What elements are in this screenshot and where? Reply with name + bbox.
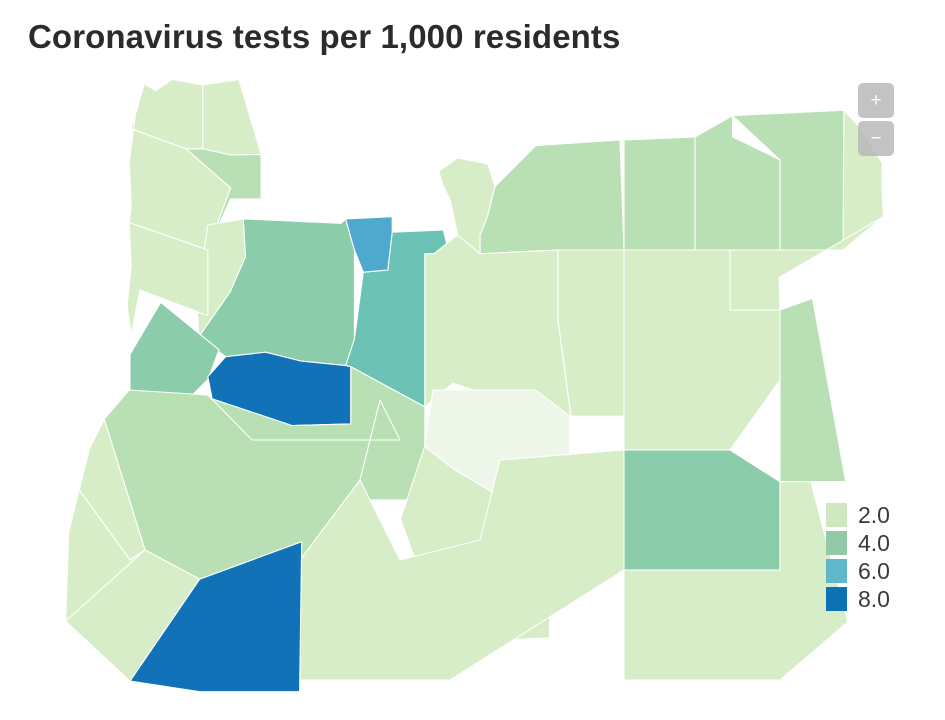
Gilliam	[624, 137, 695, 250]
Columbia	[203, 79, 261, 155]
Baker	[780, 298, 846, 481]
Harney	[624, 450, 780, 570]
Sherman	[480, 140, 624, 254]
Jefferson	[425, 235, 571, 416]
